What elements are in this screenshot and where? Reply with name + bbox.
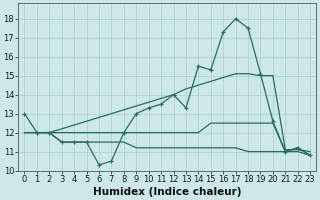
X-axis label: Humidex (Indice chaleur): Humidex (Indice chaleur) [93, 187, 242, 197]
